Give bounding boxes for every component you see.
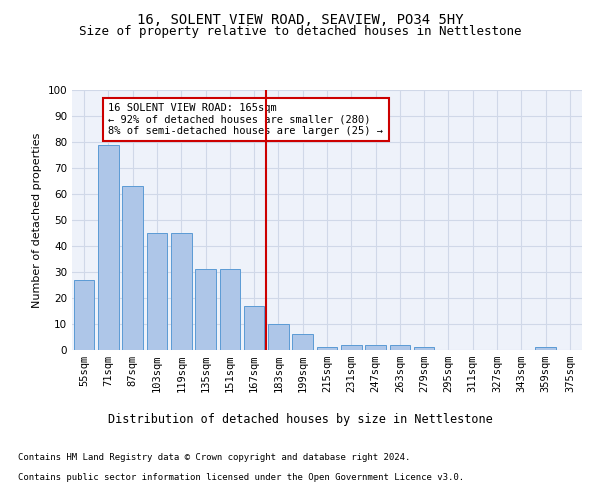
Bar [535,348,556,350]
Bar [389,345,410,350]
Bar [317,348,337,350]
Text: 16, SOLENT VIEW ROAD, SEAVIEW, PO34 5HY: 16, SOLENT VIEW ROAD, SEAVIEW, PO34 5HY [137,12,463,26]
Text: Contains HM Land Registry data © Crown copyright and database right 2024.: Contains HM Land Registry data © Crown c… [18,452,410,462]
Bar [341,345,362,350]
Text: 16 SOLENT VIEW ROAD: 165sqm
← 92% of detached houses are smaller (280)
8% of sem: 16 SOLENT VIEW ROAD: 165sqm ← 92% of det… [109,103,383,136]
Bar [146,233,167,350]
Text: Contains public sector information licensed under the Open Government Licence v3: Contains public sector information licen… [18,472,464,482]
Bar [98,144,119,350]
Text: Distribution of detached houses by size in Nettlestone: Distribution of detached houses by size … [107,412,493,426]
Bar [122,186,143,350]
Bar [365,345,386,350]
Bar [414,348,434,350]
Bar [268,324,289,350]
Bar [171,233,191,350]
Y-axis label: Number of detached properties: Number of detached properties [32,132,42,308]
Bar [74,280,94,350]
Bar [195,270,216,350]
Text: Size of property relative to detached houses in Nettlestone: Size of property relative to detached ho… [79,25,521,38]
Bar [244,306,265,350]
Bar [292,334,313,350]
Bar [220,270,240,350]
